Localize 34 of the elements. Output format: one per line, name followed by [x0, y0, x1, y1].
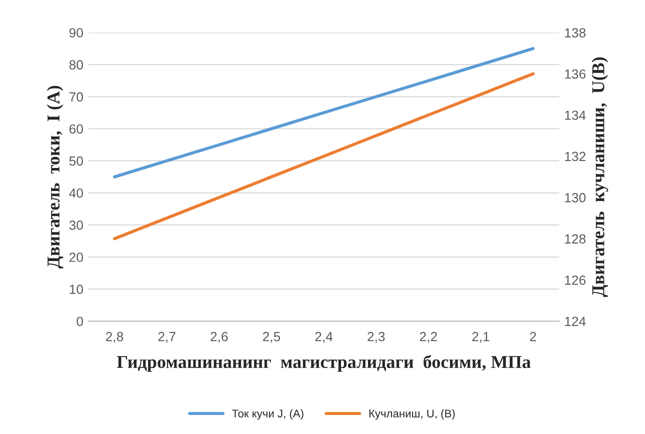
y-tick-label: 30: [69, 220, 83, 230]
x-tick-label: 2,5: [262, 332, 280, 343]
y-tick-label: 70: [70, 92, 83, 102]
x-tick-label: 2,1: [472, 332, 490, 343]
y-tick-label: 0: [76, 316, 83, 326]
x-tick-label: 2,3: [368, 332, 385, 343]
y2-tick-label: 130: [565, 193, 586, 202]
line-series: [112, 47, 535, 178]
y-tick-label: 40: [69, 188, 83, 198]
y2-tick-label: 126: [565, 275, 586, 285]
legend-label: Ток кучи J, (A): [232, 409, 304, 420]
y-tick-label: 50: [69, 156, 83, 166]
x-tick-label: 2: [530, 332, 536, 342]
y2-axis-title: Двигатель кучланиши, U(B): [592, 57, 608, 298]
y-tick-label: 10: [70, 284, 83, 294]
y2-tick-label: 138: [565, 28, 586, 38]
x-tick-label: 2,7: [158, 332, 176, 343]
line-series: [112, 72, 535, 240]
y-tick-label: 60: [70, 124, 83, 134]
y-tick-label: 90: [69, 28, 83, 38]
y2-tick-label: 132: [565, 152, 586, 162]
y-tick-label: 20: [69, 252, 83, 262]
x-tick-label: 2,2: [420, 332, 437, 343]
y2-tick-label: 124: [565, 316, 586, 326]
y2-tick-label: 134: [565, 110, 586, 120]
x-axis-title: Гидромашинанинг магистралидаги босими, МПа: [116, 354, 531, 372]
y-tick-label: 80: [69, 60, 83, 70]
x-tick-label: 2,6: [210, 332, 228, 343]
legend-label: Кучланиш, U, (B): [369, 409, 455, 420]
y-axis-title: Двигатель токи, I (A): [46, 86, 64, 269]
x-tick-label: 2,8: [106, 332, 124, 343]
y2-tick-label: 128: [565, 234, 586, 244]
y2-tick-label: 136: [565, 69, 586, 79]
x-tick-label: 2,4: [315, 332, 333, 343]
